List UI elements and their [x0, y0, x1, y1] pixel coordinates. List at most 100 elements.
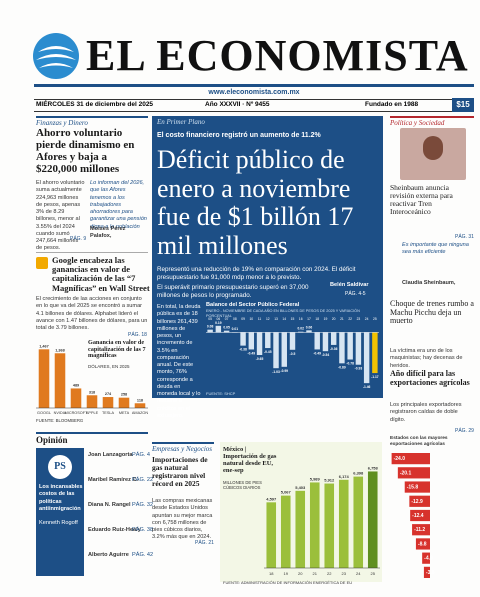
url: www.eleconomista.com.mx [208, 89, 300, 96]
bar [70, 388, 82, 408]
value-label: -24.0 [394, 456, 406, 462]
masthead: EL ECONOMISTA [86, 31, 469, 80]
x-tick-label: 12 [266, 317, 270, 321]
page-ref: PÁG. 21 [195, 540, 214, 546]
x-tick-label: 21 [340, 317, 344, 321]
value-label: 489 [73, 383, 79, 387]
bar [256, 332, 263, 355]
value-label: -0.49 [248, 351, 256, 355]
bar [322, 332, 329, 352]
price: $15 [452, 98, 474, 112]
quote: Lo informan del 2026, que las Afores ten… [90, 180, 147, 230]
headline: Choque de trenes rumbo a Machu Picchu de… [390, 299, 474, 326]
x-tick-label: 10 [249, 317, 253, 321]
logo [33, 33, 79, 79]
value-label: 318 [89, 390, 95, 394]
value-label: -12.9 [411, 499, 423, 505]
value-label: -0.36 [330, 347, 338, 351]
bar [281, 332, 287, 367]
value-label: 274 [105, 392, 112, 396]
body: El crecimiento de las acciones en conjun… [36, 296, 148, 332]
section-label: Política y Sociedad [390, 116, 474, 127]
value-label: 4,597 [266, 496, 277, 501]
x-tick-label: 24 [365, 317, 369, 321]
x-tick-label: 18 [315, 317, 319, 321]
headline: Año difícil para las exportaciones agríc… [390, 369, 470, 387]
date: MIÉRCOLES 31 de diciembre del 2025 [36, 101, 154, 108]
bar [338, 479, 349, 568]
kicker: El costo financiero registró un aumento … [157, 132, 321, 139]
value-label: -0.45 [264, 350, 272, 354]
bar [240, 332, 246, 346]
x-tick-label: 07 [225, 317, 229, 321]
value-label: 5,403 [295, 485, 306, 490]
x-tick-label: TESLA [102, 411, 114, 415]
page-ref: PÁG. 42 [132, 552, 154, 558]
bullet: Representó una reducción de 19% en compa… [157, 266, 356, 282]
value-label: -0.49 [313, 351, 321, 355]
section-label: Empresas y Negocios [152, 442, 214, 453]
feature-author: Kenneth Rogoff [39, 520, 78, 526]
x-tick-label: 08 [233, 317, 237, 321]
bar [339, 332, 345, 364]
value-label: -8.8 [418, 541, 427, 547]
page-ref: PÁG. 38 [132, 527, 154, 533]
columnist: Joan Lanzagorta [88, 452, 133, 458]
bar [314, 332, 320, 350]
x-tick-label: 09 [241, 317, 245, 321]
bar [347, 332, 353, 360]
value-label: -20.1 [400, 470, 412, 476]
value-label: 5,067 [281, 490, 292, 495]
bar [409, 495, 430, 507]
bullet: El superávit primario presupuestario sup… [157, 284, 309, 300]
value-label: -1.17 [371, 375, 379, 379]
bar [223, 330, 230, 333]
x-tick-label: GOOGL [37, 411, 51, 415]
x-tick-label: 20 [332, 317, 336, 321]
x-tick-label: 14 [282, 317, 286, 321]
source: FUENTE: ADMINISTRACIÓN DE INFORMACIÓN EN… [223, 580, 353, 585]
value-label: 0.08 [207, 325, 214, 329]
page-ref: PÁG. 31 [455, 234, 474, 240]
source: FUENTE: BLOOMBERG [36, 418, 84, 423]
chart: 1,467 GOOGL 1,368 NVIDIA 489 MICROSOFT 318 APPL… [36, 344, 148, 415]
bar [266, 502, 277, 568]
founded: Fundado en 1988 [365, 101, 419, 108]
columnist: Diana N. Rangel [88, 502, 131, 508]
bar [215, 325, 222, 333]
source: FUENTE: SHCP [206, 391, 236, 396]
value-label: -0.65 [256, 357, 264, 361]
value-label: -1.03 [272, 370, 280, 374]
bar [422, 552, 430, 564]
x-tick-label: 11 [258, 317, 262, 321]
value-label: 0.05 [223, 326, 230, 330]
bar [355, 332, 362, 365]
chart: -24.0 -20.1 -15.8 -12.9 -12.4 -11.2 -8.8 -4.9 -3… [391, 453, 435, 578]
issue: Año XXXVII · Nº 9455 [205, 101, 270, 108]
bar [306, 330, 312, 333]
bar [330, 332, 337, 345]
quote-author: Claudia Sheinbaum, [402, 280, 456, 286]
value-label: 6,398 [353, 471, 364, 476]
chart-title: Estados con las mayores exportaciones ag… [390, 436, 448, 448]
section-label: En Primer Plano [157, 118, 205, 126]
value-label: 6,758 [368, 465, 379, 470]
x-tick-label: 22 [348, 317, 352, 321]
chart-unit: MILLONES DE PIES CÚBICOS DIARIOS [223, 480, 262, 491]
columnist: Eduardo Ruiz-Healy [88, 527, 141, 533]
value-label: -0.78 [346, 362, 354, 366]
bar [412, 524, 430, 536]
bar [134, 403, 146, 408]
chart-title: México | Importación de gas natural desd… [223, 446, 277, 475]
x-tick-label: 05 [208, 317, 212, 321]
chart-title: Balance del Sector Público Federal [206, 302, 300, 308]
bar [372, 332, 378, 374]
bar [410, 509, 430, 522]
body: Los principales exportadores registraron… [390, 402, 462, 423]
columnist: Alberto Aguirre [88, 552, 129, 558]
bar [295, 490, 306, 568]
side-text: En total, la deuda pública es de 18 bill… [157, 304, 201, 419]
headline: Ahorro voluntario pierde dinamismo en Af… [36, 127, 135, 175]
value-label: 0.01 [232, 327, 239, 331]
